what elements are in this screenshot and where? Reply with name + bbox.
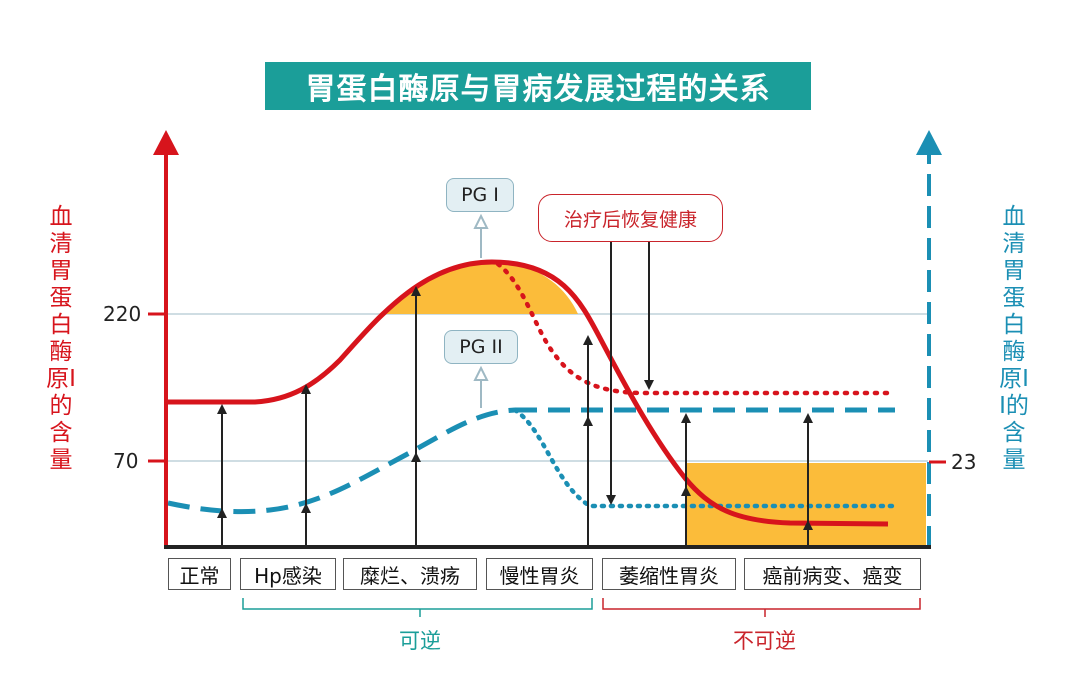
stage-atrophic-gastritis: 萎缩性胃炎: [602, 558, 736, 590]
right-axis-label: 血清胃蛋白酶原II的含量: [999, 204, 1029, 473]
low-level-area: [686, 463, 926, 545]
left-tick-label-220: 220: [103, 302, 142, 326]
callout-pointers: [473, 213, 489, 408]
stage-normal: 正常: [168, 558, 231, 590]
irreversible-bracket: [602, 598, 921, 617]
stage-chronic-gastritis: 慢性胃炎: [486, 558, 593, 590]
left-axis-arrow: [153, 130, 179, 155]
irreversible-label: 不可逆: [733, 629, 796, 653]
right-tick-label-23: 23: [951, 450, 977, 474]
stage-precancer-cancer: 癌前病变、癌变: [744, 558, 921, 590]
pg2-callout: PG II: [444, 330, 518, 364]
pg1-dotted-recovery: [495, 261, 893, 396]
pg1-curve: [168, 259, 889, 527]
reversible-label: 可逆: [399, 629, 441, 653]
stage-erosion-ulcer: 糜烂、溃疡: [343, 558, 477, 590]
pg2-dotted-drop: [512, 407, 898, 509]
recovery-callout: 治疗后恢复健康: [538, 194, 723, 242]
reversible-bracket: [242, 598, 593, 617]
stage-arrows: [217, 242, 813, 545]
diagram-title: 胃蛋白酶原与胃病发展过程的关系: [265, 62, 811, 110]
pg1-callout: PG I: [446, 178, 514, 212]
left-axis-label: 血清胃蛋白酶原I的含量: [46, 204, 76, 473]
stage-hp-infection: Hp感染: [240, 558, 336, 590]
left-tick-label-70: 70: [113, 449, 139, 473]
right-axis-arrow: [916, 130, 942, 155]
pg1-high-area: [383, 262, 578, 314]
